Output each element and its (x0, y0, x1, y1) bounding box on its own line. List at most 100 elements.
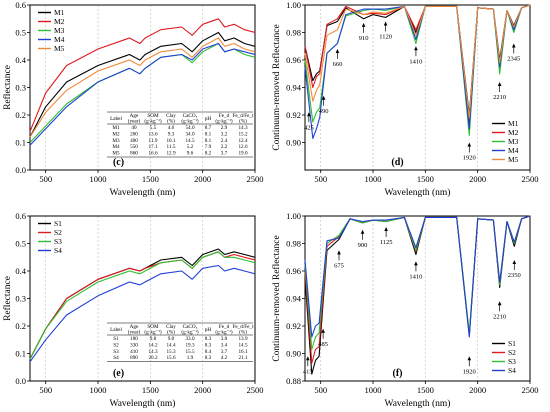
legend-label-S3: S3 (508, 357, 516, 366)
x-tick-label: 2500 (247, 174, 264, 184)
x-tick-label: 1500 (417, 385, 434, 395)
table-cell: 14.5 (238, 342, 247, 348)
annotation-label: 2345 (507, 56, 520, 63)
legend-label-S4: S4 (508, 366, 516, 375)
table-cell: 8.7 (205, 125, 212, 131)
series-line-M5 (29, 37, 256, 138)
table-header-unit: (year) (128, 329, 141, 336)
x-tick-label: 1000 (90, 174, 107, 184)
series-line-M4 (29, 42, 256, 146)
legend-label-S1: S1 (54, 219, 62, 228)
table-cell: M3 (112, 138, 120, 144)
series-line-S4 (29, 264, 256, 363)
legend-label-S4: S4 (54, 246, 62, 255)
annotation-arrowhead (384, 227, 388, 231)
table-cell: 10.1 (166, 138, 175, 144)
table-header: Fe_d/Fe_t (232, 113, 254, 119)
legend-label-S2: S2 (508, 348, 516, 357)
table-cell: 16.6 (148, 151, 157, 157)
legend-label-S1: S1 (508, 339, 516, 348)
table-cell: M2 (112, 131, 120, 137)
y-tick-label: 0.0 (15, 165, 26, 175)
legend-label-M1: M1 (54, 8, 65, 17)
x-tick-label: 2000 (469, 174, 486, 184)
y-tick-label: 0.94 (286, 83, 302, 93)
table-cell: 9.0 (168, 336, 175, 342)
annotation-label: 415 (303, 368, 313, 375)
table-cell: 14.4 (166, 342, 175, 348)
table-cell: M4 (112, 144, 120, 150)
table-cell: 13.9 (238, 336, 247, 342)
y-tick-label: 0.4 (15, 266, 26, 276)
table-cell: 3.0 (221, 336, 228, 342)
table-cell: 2.2 (221, 144, 228, 150)
annotation-label: 675 (334, 262, 344, 269)
table-cell: 19.0 (238, 151, 247, 157)
y-axis-label: Reflectance (2, 276, 13, 321)
y-tick-label: 0.96 (286, 266, 301, 276)
table-cell: 17.1 (148, 144, 157, 150)
x-tick-label: 500 (314, 174, 327, 184)
annotation-label: 1410 (409, 273, 422, 280)
chart-panel-c: 500 1000 1500 2000 2500 0.0 0.1 0.2 0.3 0.4 0.5 0.6… (2, 211, 264, 409)
table-header: Fe_d (219, 324, 230, 330)
y-tick-label: 0.96 (286, 55, 301, 65)
table-cell: 4.6 (168, 125, 175, 131)
y-axis-label: Continuum-removed Reflectance (271, 235, 282, 361)
legend-label-S2: S2 (54, 228, 62, 237)
table-header: SOM (147, 324, 159, 330)
legend-label-M4: M4 (54, 35, 65, 44)
y-tick-label: 0.5 (15, 28, 26, 38)
annotation-arrowhead (414, 46, 418, 51)
table-cell: 12.6 (238, 144, 247, 150)
table-cell: 3.4 (221, 342, 228, 348)
table-cell: S4 (113, 355, 119, 361)
y-tick-label: 0.94 (286, 294, 302, 304)
table-cell: 33.0 (185, 336, 194, 342)
table-cell: 11.9 (149, 138, 158, 144)
table-cell: 21.1 (238, 355, 247, 361)
table-cell: 15.3 (166, 349, 175, 355)
legend-label-M1: M1 (508, 119, 519, 128)
annotation-arrowhead (497, 301, 502, 306)
table-cell: 8.3 (205, 336, 212, 342)
panel-label: (e) (113, 368, 124, 379)
series-line-S4 (304, 215, 531, 338)
x-tick-label: 1000 (365, 174, 382, 184)
table-cell: 12.9 (166, 151, 175, 157)
y-tick-label: 0.98 (286, 28, 301, 38)
table-cell: 1.9 (187, 355, 194, 361)
y-tick-label: 1.00 (286, 0, 301, 10)
table-header: Age (130, 113, 139, 119)
table-cell: S1 (113, 336, 119, 342)
table-header: pH (205, 116, 212, 122)
chart-panel-a: 500 1000 1500 2000 2500 0.0 0.1 0.2 0.3 0.4 0.5 0.6… (2, 0, 264, 198)
table-header: Label (110, 327, 122, 333)
panel-label: (d) (391, 157, 403, 168)
annotation-label: 900 (358, 242, 368, 249)
table-header: Fe_d (219, 113, 230, 119)
table-cell: 15.2 (238, 131, 247, 137)
table-cell: 4.2 (221, 355, 228, 361)
table-cell: S2 (113, 342, 119, 348)
y-tick-label: 0.2 (15, 110, 26, 120)
table-cell: 14.2 (148, 342, 157, 348)
annotation-arrowhead (306, 356, 310, 361)
table-cell: 2.4 (221, 138, 228, 144)
y-tick-label: 0.6 (15, 0, 26, 10)
table-header-unit: (%) (239, 329, 247, 336)
x-axis-label: Wavelength (nm) (110, 398, 176, 409)
annotation-label: 1920 (463, 368, 476, 375)
table-cell: 13.6 (148, 131, 157, 137)
table-cell: 5.2 (187, 144, 194, 150)
table-header: Age (130, 324, 139, 330)
table-cell: 8.1 (205, 131, 212, 137)
annotation-arrowhead (414, 261, 418, 266)
table-cell: 3.7 (221, 151, 228, 157)
table-header: Label (110, 116, 122, 122)
annotation-arrowhead (321, 328, 325, 333)
legend-label-M5: M5 (54, 44, 65, 53)
x-tick-label: 2000 (194, 174, 211, 184)
annotation-label: 1410 (409, 58, 422, 65)
annotation-arrowhead (361, 22, 366, 27)
